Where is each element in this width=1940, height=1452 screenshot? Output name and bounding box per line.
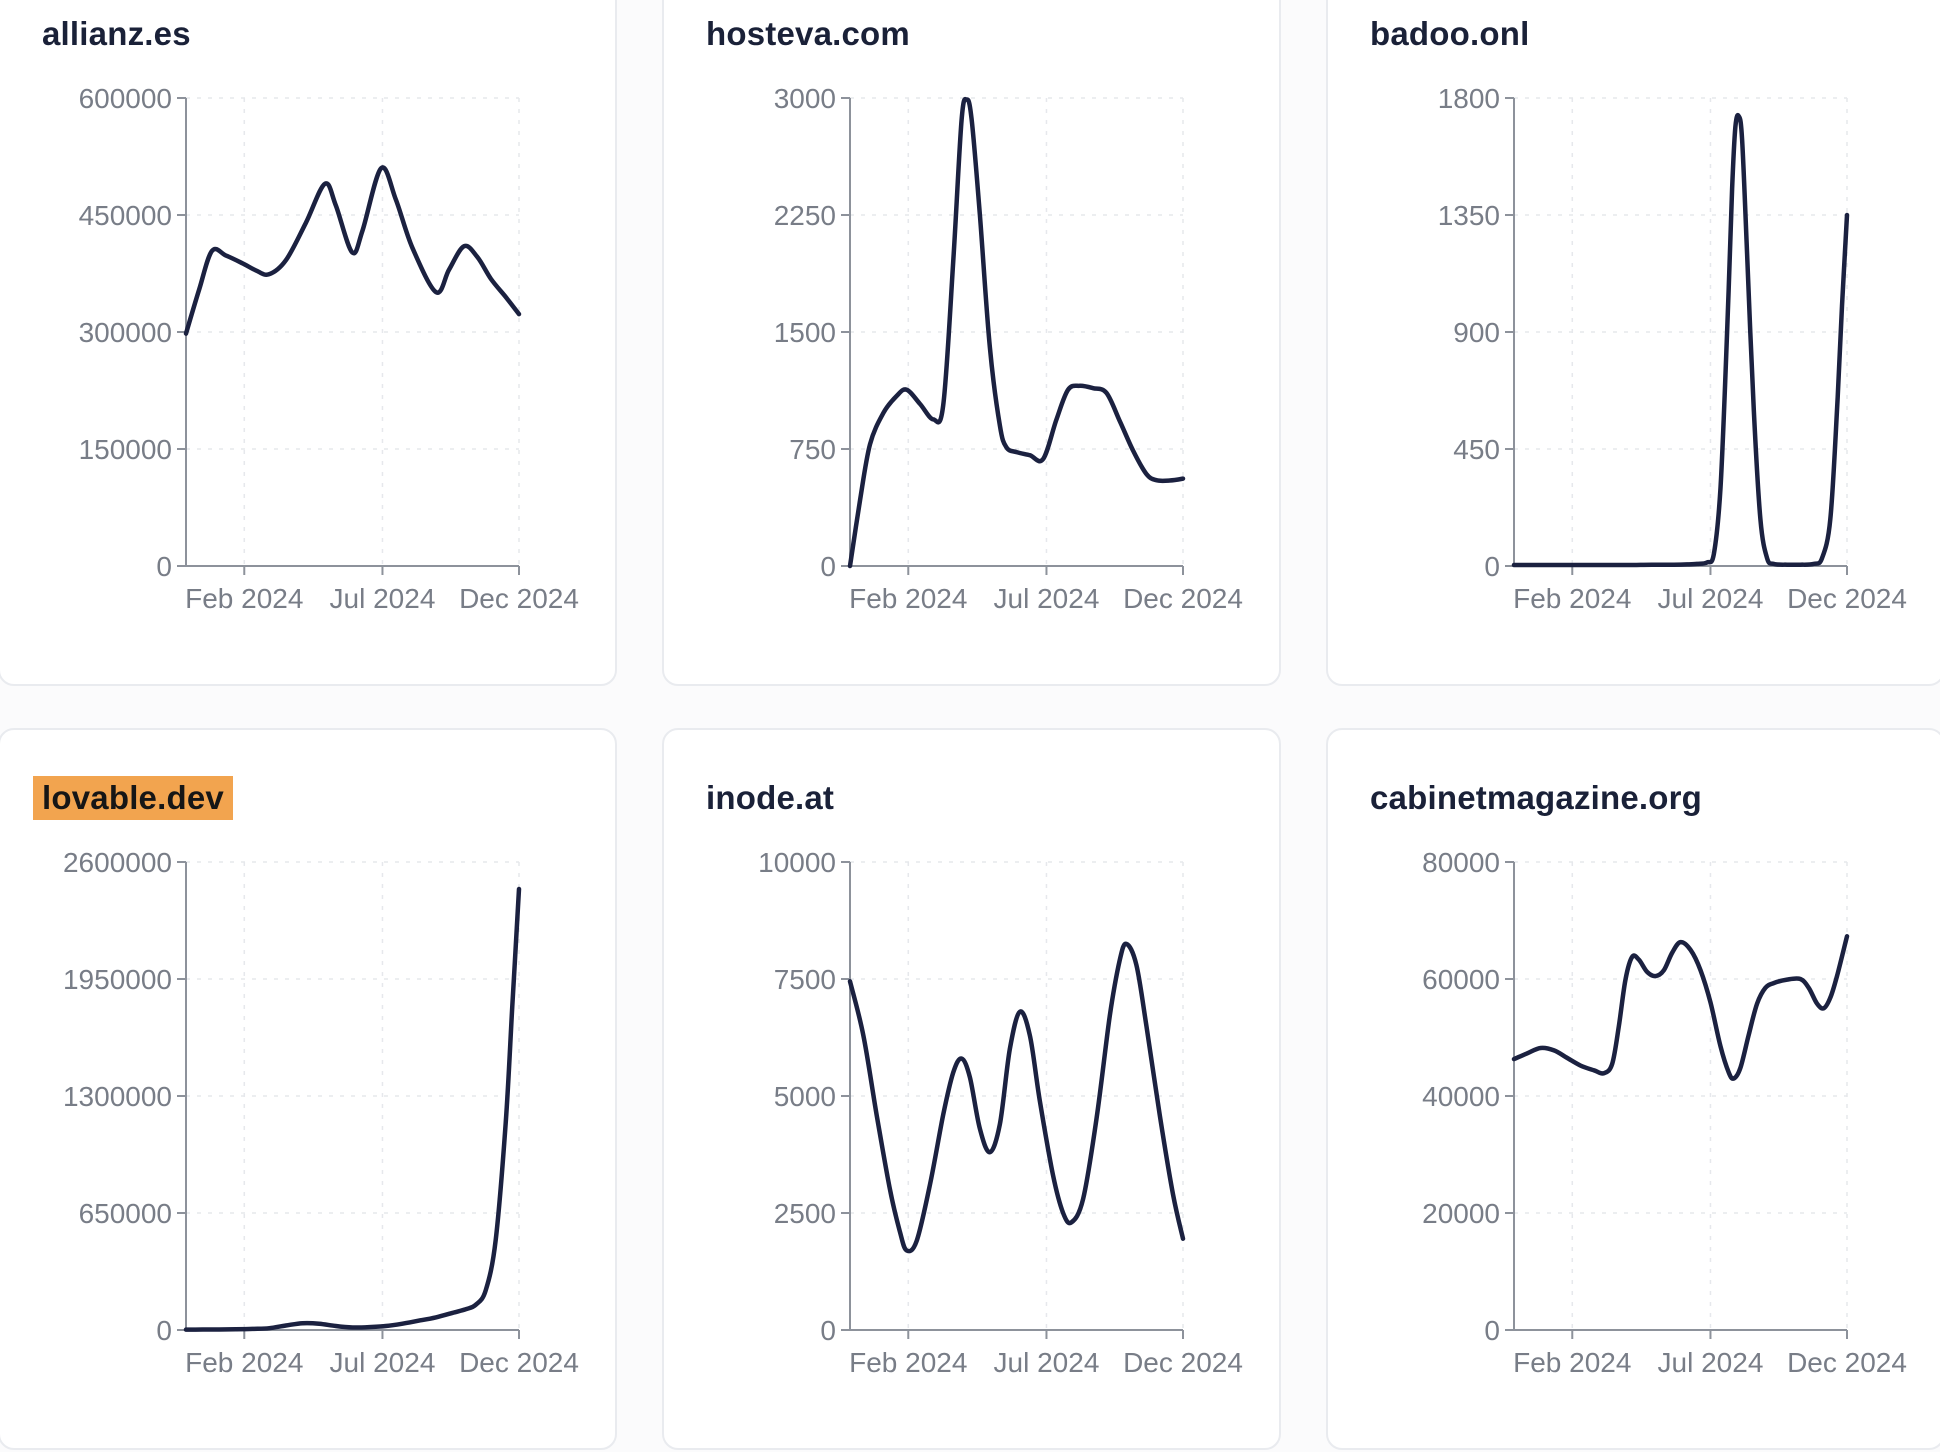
chart-title: inode.at — [706, 779, 835, 816]
x-tick-label: Dec 2024 — [1123, 583, 1243, 614]
y-tick-label: 0 — [156, 551, 172, 582]
line-chart: 0 150000 300000 450000 600000 Feb 2024 Jul 202… — [79, 83, 579, 614]
y-tick-label: 1350 — [1438, 200, 1500, 231]
x-tick-label: Feb 2024 — [185, 1347, 303, 1378]
x-tick-label: Jul 2024 — [994, 1347, 1100, 1378]
y-tick-label: 300000 — [79, 317, 172, 348]
y-tick-label: 20000 — [1422, 1198, 1500, 1229]
y-tick-labels: 0 650000 1300000 1950000 2600000 — [63, 847, 172, 1346]
y-tick-label: 450 — [1453, 434, 1500, 465]
y-tick-label: 2500 — [774, 1198, 836, 1229]
line-chart: 0 20000 40000 60000 80000 Feb 2024 Jul 2024 Dec… — [1422, 847, 1907, 1378]
y-tick-label: 3000 — [774, 83, 836, 114]
line-chart: 0 2500 5000 7500 10000 Feb 2024 Jul 2024 Dec 20… — [758, 847, 1243, 1378]
line-chart: 0 650000 1300000 1950000 2600000 Feb 2024 Jul … — [63, 847, 579, 1378]
chart-card-badoo-onl[interactable]: badoo.onl 0 450 900 1350 1800 Feb 2024 Jul 202… — [1326, 0, 1940, 686]
x-tick-label: Dec 2024 — [459, 1347, 579, 1378]
y-tick-label: 0 — [820, 551, 836, 582]
axes — [841, 861, 1184, 1339]
x-tick-labels: Feb 2024 Jul 2024 Dec 2024 — [849, 583, 1243, 614]
y-tick-labels: 0 450 900 1350 1800 — [1438, 83, 1500, 582]
x-tick-label: Feb 2024 — [1513, 1347, 1631, 1378]
y-tick-label: 1500 — [774, 317, 836, 348]
y-tick-label: 0 — [1484, 551, 1500, 582]
y-tick-label: 1800 — [1438, 83, 1500, 114]
line-chart: 0 750 1500 2250 3000 Feb 2024 Jul 2024 Dec 2024 — [774, 83, 1243, 614]
y-tick-label: 750 — [789, 434, 836, 465]
x-tick-labels: Feb 2024 Jul 2024 Dec 2024 — [185, 1347, 579, 1378]
y-tick-label: 1300000 — [63, 1081, 172, 1112]
y-tick-label: 60000 — [1422, 964, 1500, 995]
axes — [177, 97, 520, 575]
x-tick-label: Jul 2024 — [330, 1347, 436, 1378]
series-line — [183, 165, 522, 336]
chart-card-allianz-es[interactable]: allianz.es 0 150000 300000 450000 600000 Feb … — [0, 0, 617, 686]
chart-card-lovable-dev[interactable]: lovable.dev 0 650000 1300000 1950000 2600000… — [0, 728, 617, 1450]
chart-title: cabinetmagazine.org — [1370, 779, 1703, 816]
gridlines — [186, 97, 520, 566]
x-tick-label: Dec 2024 — [459, 583, 579, 614]
y-tick-label: 450000 — [79, 200, 172, 231]
y-tick-labels: 0 20000 40000 60000 80000 — [1422, 847, 1500, 1346]
chart-title: badoo.onl — [1370, 15, 1530, 52]
gridlines — [186, 861, 520, 1330]
x-tick-label: Jul 2024 — [1658, 1347, 1764, 1378]
series-line — [847, 941, 1186, 1254]
axes — [841, 97, 1184, 575]
x-tick-label: Jul 2024 — [330, 583, 436, 614]
y-tick-label: 600000 — [79, 83, 172, 114]
series-line — [183, 886, 522, 1332]
chart-title-highlighted: lovable.dev — [33, 776, 233, 821]
x-tick-labels: Feb 2024 Jul 2024 Dec 2024 — [1513, 1347, 1907, 1378]
axes — [1505, 861, 1848, 1339]
series-line — [1511, 112, 1850, 568]
axes — [177, 861, 520, 1339]
x-tick-label: Feb 2024 — [849, 583, 967, 614]
chart-card-inode-at[interactable]: inode.at 0 2500 5000 7500 10000 Feb 2024 Jul 2… — [662, 728, 1281, 1450]
y-tick-label: 5000 — [774, 1081, 836, 1112]
y-tick-label: 1950000 — [63, 964, 172, 995]
y-tick-label: 0 — [156, 1315, 172, 1346]
y-tick-label: 10000 — [758, 847, 836, 878]
x-tick-labels: Feb 2024 Jul 2024 Dec 2024 — [1513, 583, 1907, 614]
series-line — [847, 96, 1186, 569]
y-tick-labels: 0 750 1500 2250 3000 — [774, 83, 836, 582]
y-tick-label: 0 — [820, 1315, 836, 1346]
x-tick-label: Feb 2024 — [1513, 583, 1631, 614]
x-tick-label: Feb 2024 — [185, 583, 303, 614]
x-tick-label: Dec 2024 — [1787, 1347, 1907, 1378]
y-tick-label: 7500 — [774, 964, 836, 995]
x-tick-label: Dec 2024 — [1123, 1347, 1243, 1378]
x-tick-labels: Feb 2024 Jul 2024 Dec 2024 — [849, 1347, 1243, 1378]
y-tick-label: 0 — [1484, 1315, 1500, 1346]
x-tick-label: Jul 2024 — [994, 583, 1100, 614]
y-tick-labels: 0 2500 5000 7500 10000 — [758, 847, 836, 1346]
x-tick-labels: Feb 2024 Jul 2024 Dec 2024 — [185, 583, 579, 614]
y-tick-labels: 0 150000 300000 450000 600000 — [79, 83, 172, 582]
gridlines — [850, 861, 1184, 1330]
y-tick-label: 650000 — [79, 1198, 172, 1229]
y-tick-label: 2600000 — [63, 847, 172, 878]
y-tick-label: 2250 — [774, 200, 836, 231]
x-tick-label: Dec 2024 — [1787, 583, 1907, 614]
y-tick-label: 80000 — [1422, 847, 1500, 878]
gridlines — [850, 97, 1184, 566]
gridlines — [1514, 861, 1848, 1330]
chart-title: allianz.es — [42, 15, 191, 52]
chart-title: hosteva.com — [706, 15, 910, 52]
x-tick-label: Jul 2024 — [1658, 583, 1764, 614]
line-chart: 0 450 900 1350 1800 Feb 2024 Jul 2024 Dec 2024 — [1438, 83, 1907, 614]
chart-card-hosteva-com[interactable]: hosteva.com 0 750 1500 2250 3000 Feb 2024 Jul … — [662, 0, 1281, 686]
x-tick-label: Feb 2024 — [849, 1347, 967, 1378]
axes — [1505, 97, 1848, 575]
y-tick-label: 150000 — [79, 434, 172, 465]
chart-card-cabinetmagazine-org[interactable]: cabinetmagazine.org 0 20000 40000 60000 8000… — [1326, 728, 1940, 1450]
y-tick-label: 40000 — [1422, 1081, 1500, 1112]
series-line — [1511, 934, 1850, 1081]
y-tick-label: 900 — [1453, 317, 1500, 348]
gridlines — [1514, 97, 1848, 566]
